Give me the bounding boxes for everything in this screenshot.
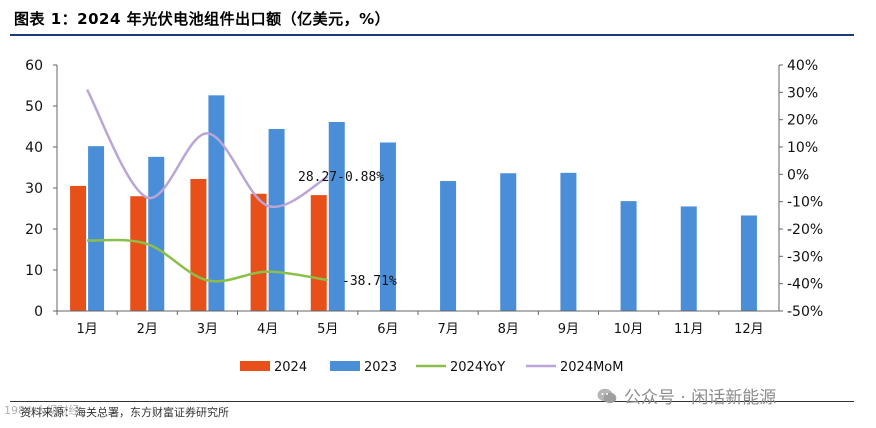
wechat-icon xyxy=(597,388,617,403)
right-tick-label: -30% xyxy=(787,249,823,265)
right-tick-label: -40% xyxy=(787,277,823,293)
source-note: 资料来源：海关总署，东方财富证券研究所 xyxy=(20,406,229,419)
legend-label-2024mom: 2024MoM xyxy=(560,360,623,375)
left-tick-label: 20 xyxy=(25,222,43,238)
right-tick-label: -10% xyxy=(787,195,823,211)
bar-2024 xyxy=(70,185,87,311)
x-tick-label: 8月 xyxy=(498,322,519,337)
legend-swatch-2024 xyxy=(240,361,270,371)
bar-2023 xyxy=(620,201,637,311)
left-tick-label: 0 xyxy=(34,304,43,320)
bar-2023 xyxy=(379,142,396,311)
left-tick-label: 50 xyxy=(25,99,43,115)
bar-2023 xyxy=(440,181,457,311)
footer-divider xyxy=(10,401,854,402)
right-tick-label: 30% xyxy=(787,85,818,101)
x-tick-label: 12月 xyxy=(734,322,764,337)
x-tick-label: 5月 xyxy=(317,322,338,337)
bar-2023 xyxy=(268,128,285,311)
bar-2023 xyxy=(560,172,577,311)
line-2024mom xyxy=(85,88,329,209)
bar-2023 xyxy=(500,173,517,311)
watermark-text: 公众号 · 闲话新能源 xyxy=(624,388,777,408)
left-tick-label: 60 xyxy=(25,58,43,74)
legend-label-2024: 2024 xyxy=(274,360,307,375)
x-tick-label: 1月 xyxy=(76,322,97,337)
left-tick-label: 10 xyxy=(25,263,43,279)
bar-2024 xyxy=(190,178,207,311)
bar-2023 xyxy=(208,95,225,311)
right-tick-label: 40% xyxy=(787,58,818,74)
x-tick-label: 4月 xyxy=(257,322,278,337)
bar-2023 xyxy=(680,206,697,311)
chart-title: 图表 1：2024 年光伏电池组件出口额（亿美元，%） xyxy=(14,10,391,28)
right-tick-label: -50% xyxy=(787,304,823,320)
legend-label-2024yoy: 2024YoY xyxy=(450,360,505,375)
bar-2024 xyxy=(310,195,327,311)
x-tick-label: 2月 xyxy=(137,322,158,337)
x-tick-label: 7月 xyxy=(437,322,458,337)
right-tick-label: 0% xyxy=(787,167,809,183)
legend-swatch-2023 xyxy=(330,361,360,371)
watermark: 公众号 · 闲话新能源 xyxy=(596,383,776,408)
legend-label-2023: 2023 xyxy=(364,360,397,375)
bar-2023 xyxy=(148,156,165,311)
annotation-may-yoy: -38.71% xyxy=(342,274,397,289)
bar-2023 xyxy=(88,146,105,311)
export-chart: 0 10 20 30 40 50 60 -50% -40% -30% -20% -10% 0% 10% 20… xyxy=(25,58,823,375)
bar-2024 xyxy=(130,196,147,311)
right-tick-label: 10% xyxy=(787,140,818,156)
bar-2024 xyxy=(250,193,267,311)
bar-2023 xyxy=(328,121,345,312)
annotation-may-value-mom: 28.27-0.88% xyxy=(298,170,384,185)
right-tick-label: 20% xyxy=(787,113,818,129)
x-tick-label: 11月 xyxy=(674,322,704,337)
x-tick-label: 6月 xyxy=(377,322,398,337)
left-tick-label: 30 xyxy=(25,181,43,197)
right-tick-label: -20% xyxy=(787,222,823,238)
x-tick-label: 3月 xyxy=(197,322,218,337)
x-tick-label: 10月 xyxy=(614,322,644,337)
left-tick-label: 40 xyxy=(25,140,43,156)
x-tick-label: 9月 xyxy=(558,322,579,337)
line-2024yoy xyxy=(87,238,328,283)
bar-2023 xyxy=(740,215,757,311)
title-divider xyxy=(10,34,854,36)
corner-watermark: 1984 大坝财经 xyxy=(4,404,80,417)
